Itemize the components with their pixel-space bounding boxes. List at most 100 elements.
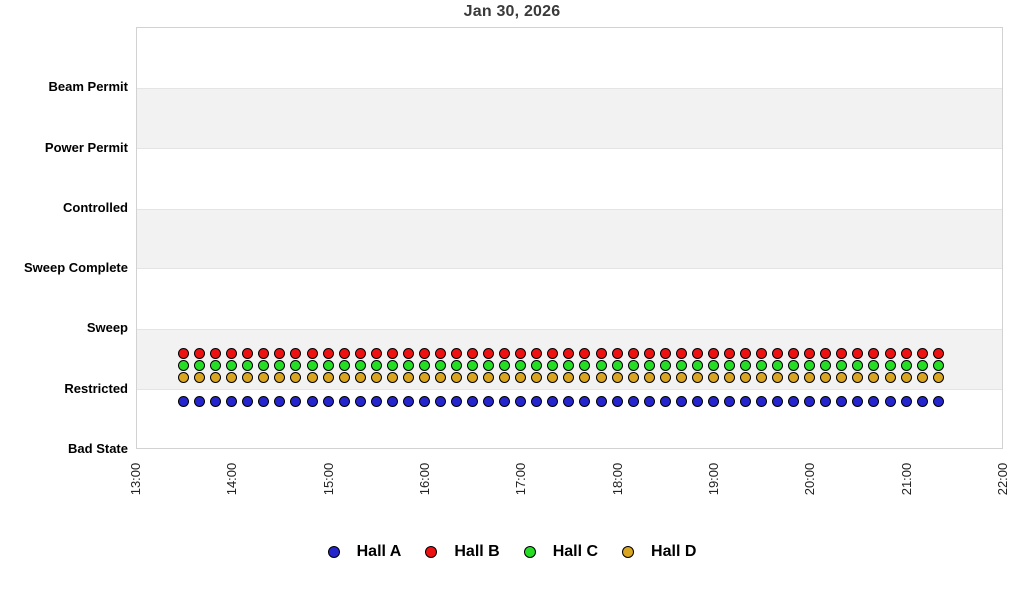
data-point-hall-c — [740, 360, 751, 372]
data-point-hall-b — [354, 348, 366, 360]
data-point-hall-c — [386, 360, 398, 372]
y-axis-label-power-permit: Power Permit — [44, 139, 128, 155]
x-axis-tick-label: 15:00 — [320, 462, 336, 496]
data-point-hall-d — [820, 372, 832, 384]
data-point-hall-b — [836, 348, 848, 360]
data-point-hall-c — [820, 360, 832, 372]
legend-marker-icon — [425, 546, 438, 558]
data-point-hall-b — [611, 348, 623, 360]
data-point-hall-b — [868, 348, 880, 360]
data-point-hall-b — [627, 348, 639, 360]
data-point-hall-c — [932, 360, 944, 372]
data-point-hall-c — [900, 360, 912, 372]
y-axis-label-controlled: Controlled — [63, 199, 128, 215]
data-point-hall-c — [354, 360, 366, 372]
data-point-hall-d — [900, 372, 912, 384]
data-point-hall-b — [483, 348, 495, 360]
data-point-hall-b — [707, 348, 719, 360]
data-point-hall-d — [354, 372, 366, 384]
data-point-hall-c — [418, 360, 430, 372]
data-point-hall-d — [483, 372, 495, 384]
data-point-hall-d — [242, 372, 254, 384]
data-point-hall-d — [258, 372, 270, 384]
data-point-hall-c — [515, 360, 527, 372]
data-point-hall-d — [723, 372, 735, 384]
data-point-hall-c — [226, 360, 238, 372]
data-point-hall-a — [691, 396, 703, 408]
data-point-hall-b — [434, 348, 446, 360]
data-point-hall-d — [788, 372, 800, 384]
data-point-hall-b — [402, 348, 414, 360]
data-point-hall-b — [210, 348, 222, 360]
data-point-hall-c — [627, 360, 639, 372]
data-point-hall-d — [322, 372, 334, 384]
data-point-hall-a — [322, 396, 334, 408]
data-point-hall-a — [451, 396, 462, 408]
y-axis-label-sweep-complete: Sweep Complete — [23, 260, 128, 276]
x-axis-tick-label: 16:00 — [417, 462, 432, 496]
data-point-hall-d — [499, 372, 511, 384]
data-point-hall-b — [515, 348, 527, 360]
data-point-hall-d — [691, 372, 703, 384]
data-point-hall-c — [210, 360, 222, 372]
data-point-hall-d — [804, 372, 816, 384]
data-point-hall-b — [418, 348, 430, 360]
data-point-hall-a — [531, 396, 543, 408]
data-point-hall-c — [194, 360, 206, 372]
data-point-hall-a — [467, 396, 479, 408]
data-point-hall-d — [740, 372, 751, 384]
data-point-hall-a — [579, 396, 591, 408]
data-point-hall-d — [306, 372, 318, 384]
data-point-hall-a — [868, 396, 880, 408]
legend-marker-icon — [622, 546, 635, 558]
data-point-hall-c — [563, 360, 575, 372]
data-point-hall-a — [290, 396, 302, 408]
data-point-hall-b — [322, 348, 334, 360]
data-point-hall-d — [884, 372, 896, 384]
data-point-hall-c — [483, 360, 495, 372]
data-point-hall-b — [740, 348, 751, 360]
data-point-hall-a — [611, 396, 623, 408]
data-point-hall-a — [547, 396, 559, 408]
data-point-hall-b — [723, 348, 735, 360]
data-point-hall-b — [258, 348, 270, 360]
data-point-hall-c — [659, 360, 671, 372]
data-point-hall-c — [451, 360, 462, 372]
data-point-hall-d — [659, 372, 671, 384]
data-point-hall-a — [402, 396, 414, 408]
data-point-hall-a — [499, 396, 511, 408]
data-point-hall-b — [804, 348, 816, 360]
data-point-hall-b — [370, 348, 382, 360]
data-point-hall-a — [756, 396, 768, 408]
data-point-hall-b — [563, 348, 575, 360]
data-point-hall-c — [868, 360, 880, 372]
data-point-hall-b — [916, 348, 928, 360]
data-point-hall-b — [499, 348, 511, 360]
data-point-hall-a — [354, 396, 366, 408]
data-point-hall-d — [467, 372, 479, 384]
x-axis-tick-label: 22:00 — [995, 462, 1010, 496]
data-point-hall-a — [258, 396, 270, 408]
data-point-hall-a — [627, 396, 639, 408]
data-point-hall-a — [916, 396, 928, 408]
data-point-hall-d — [338, 372, 350, 384]
data-point-hall-a — [274, 396, 286, 408]
data-point-hall-c — [258, 360, 270, 372]
data-point-hall-b — [900, 348, 912, 360]
data-point-hall-c — [242, 360, 254, 372]
data-point-hall-c — [675, 360, 687, 372]
legend-item-label: Hall B — [454, 543, 500, 560]
data-point-hall-c — [595, 360, 607, 372]
x-axis-tick-label: 19:00 — [706, 462, 721, 496]
data-point-hall-b — [579, 348, 591, 360]
data-point-hall-b — [386, 348, 398, 360]
data-point-hall-b — [290, 348, 302, 360]
data-point-hall-b — [772, 348, 784, 360]
data-point-hall-b — [932, 348, 944, 360]
data-point-hall-c — [274, 360, 286, 372]
data-point-hall-a — [178, 396, 190, 408]
data-point-hall-c — [290, 360, 302, 372]
data-point-hall-c — [884, 360, 896, 372]
data-point-hall-b — [306, 348, 318, 360]
data-point-hall-a — [226, 396, 238, 408]
